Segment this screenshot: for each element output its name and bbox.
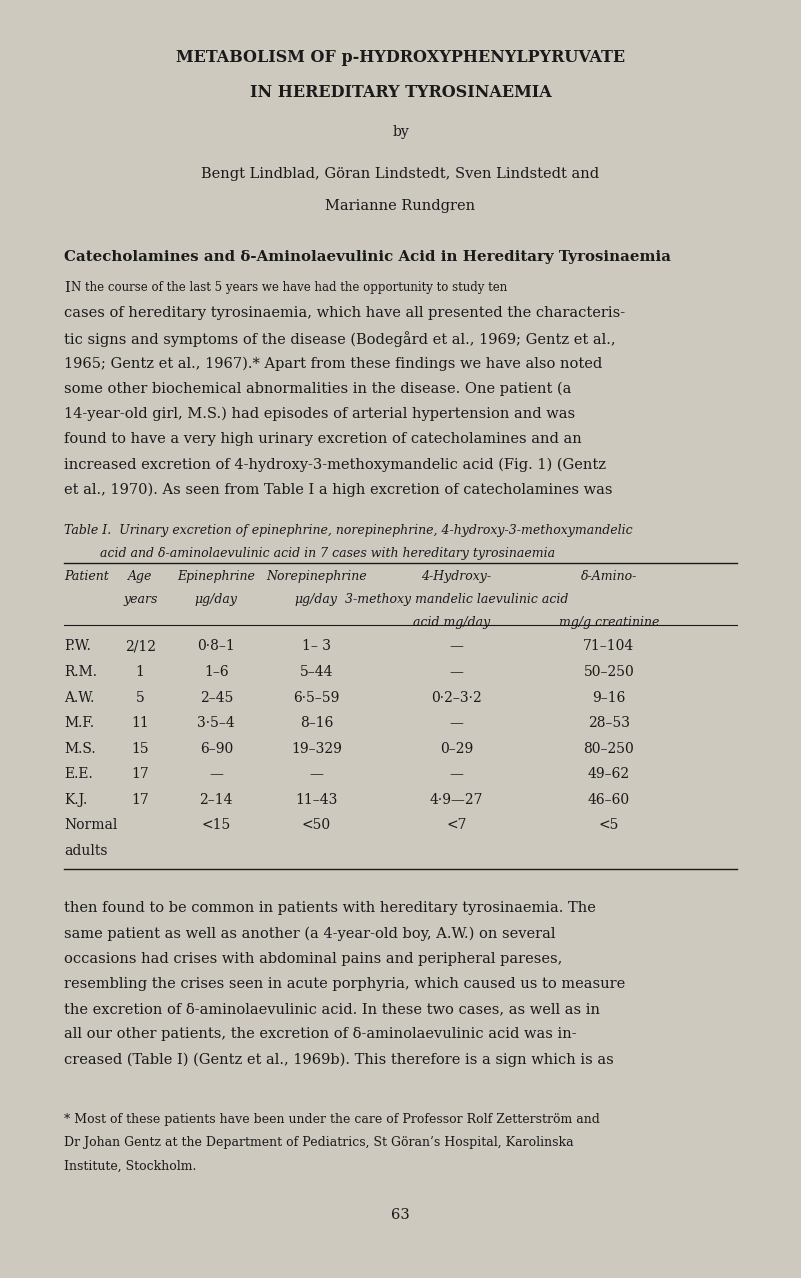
Text: same patient as well as another (a 4-year-old boy, A.W.) on several: same patient as well as another (a 4-yea…: [64, 927, 556, 941]
Text: I: I: [64, 281, 70, 295]
Text: 5: 5: [136, 690, 144, 704]
Text: the excretion of δ-aminolaevulinic acid. In these two cases, as well as in: the excretion of δ-aminolaevulinic acid.…: [64, 1002, 600, 1016]
Text: Dr Johan Gentz at the Department of Pediatrics, St Göran’s Hospital, Karolinska: Dr Johan Gentz at the Department of Pedi…: [64, 1136, 574, 1149]
Text: 3·5–4: 3·5–4: [197, 716, 235, 730]
Text: METABOLISM OF p-HYDROXYPHENYLPYRUVATE: METABOLISM OF p-HYDROXYPHENYLPYRUVATE: [176, 49, 625, 65]
Text: N the course of the last 5 years we have had the opportunity to study ten: N the course of the last 5 years we have…: [70, 281, 507, 294]
Text: 46–60: 46–60: [588, 792, 630, 806]
Text: 6–90: 6–90: [199, 741, 233, 755]
Text: increased excretion of 4-hydroxy-3-methoxymandelic acid (Fig. 1) (Gentz: increased excretion of 4-hydroxy-3-metho…: [64, 458, 606, 472]
Text: <5: <5: [598, 818, 619, 832]
Text: 1– 3: 1– 3: [302, 639, 331, 653]
Text: 1965; Gentz et al., 1967).* Apart from these findings we have also noted: 1965; Gentz et al., 1967).* Apart from t…: [64, 357, 602, 371]
Text: μg/day: μg/day: [195, 593, 238, 606]
Text: R.M.: R.M.: [64, 665, 97, 679]
Text: mg/g creatinine: mg/g creatinine: [558, 616, 659, 629]
Text: 1–6: 1–6: [204, 665, 228, 679]
Text: 14-year-old girl, M.S.) had episodes of arterial hypertension and was: 14-year-old girl, M.S.) had episodes of …: [64, 408, 575, 422]
Text: 17: 17: [131, 792, 149, 806]
Text: IN HEREDITARY TYROSINAEMIA: IN HEREDITARY TYROSINAEMIA: [250, 84, 551, 101]
Text: Bengt Lindblad, Göran Lindstedt, Sven Lindstedt and: Bengt Lindblad, Göran Lindstedt, Sven Li…: [201, 167, 600, 181]
Text: 50–250: 50–250: [583, 665, 634, 679]
Text: —: —: [449, 716, 464, 730]
Text: 4·9—27: 4·9—27: [430, 792, 483, 806]
Text: 15: 15: [131, 741, 149, 755]
Text: 9–16: 9–16: [592, 690, 626, 704]
Text: Epinephrine: Epinephrine: [177, 570, 256, 583]
Text: 19–329: 19–329: [291, 741, 342, 755]
Text: 63: 63: [391, 1208, 410, 1222]
Text: A.W.: A.W.: [64, 690, 95, 704]
Text: 28–53: 28–53: [588, 716, 630, 730]
Text: et al., 1970). As seen from Table I a high excretion of catecholamines was: et al., 1970). As seen from Table I a hi…: [64, 483, 613, 497]
Text: M.S.: M.S.: [64, 741, 95, 755]
Text: 11: 11: [131, 716, 149, 730]
Text: Patient: Patient: [64, 570, 109, 583]
Text: 8–16: 8–16: [300, 716, 333, 730]
Text: 11–43: 11–43: [296, 792, 337, 806]
Text: acid mg/day: acid mg/day: [413, 616, 489, 629]
Text: some other biochemical abnormalities in the disease. One patient (a: some other biochemical abnormalities in …: [64, 382, 571, 396]
Text: —: —: [209, 767, 223, 781]
Text: <7: <7: [446, 818, 467, 832]
Text: 2/12: 2/12: [125, 639, 155, 653]
Text: Catecholamines and δ-Aminolaevulinic Acid in Hereditary Tyrosinaemia: Catecholamines and δ-Aminolaevulinic Aci…: [64, 250, 671, 265]
Text: Normal: Normal: [64, 818, 118, 832]
Text: acid and δ-aminolaevulinic acid in 7 cases with hereditary tyrosinaemia: acid and δ-aminolaevulinic acid in 7 cas…: [64, 547, 555, 560]
Text: μg/day: μg/day: [295, 593, 338, 606]
Text: years: years: [123, 593, 157, 606]
Text: found to have a very high urinary excretion of catecholamines and an: found to have a very high urinary excret…: [64, 432, 582, 446]
Text: then found to be common in patients with hereditary tyrosinaemia. The: then found to be common in patients with…: [64, 901, 596, 915]
Text: resembling the crises seen in acute porphyria, which caused us to measure: resembling the crises seen in acute porp…: [64, 976, 626, 990]
Text: 3-methoxy mandelic laevulinic acid: 3-methoxy mandelic laevulinic acid: [345, 593, 568, 606]
Text: 0–29: 0–29: [440, 741, 473, 755]
Text: 71–104: 71–104: [583, 639, 634, 653]
Text: <15: <15: [202, 818, 231, 832]
Text: Norepinephrine: Norepinephrine: [266, 570, 367, 583]
Text: all our other patients, the excretion of δ-aminolaevulinic acid was in-: all our other patients, the excretion of…: [64, 1028, 577, 1042]
Text: 5–44: 5–44: [300, 665, 333, 679]
Text: tic signs and symptoms of the disease (Bodegård et al., 1969; Gentz et al.,: tic signs and symptoms of the disease (B…: [64, 331, 616, 348]
Text: creased (Table I) (Gentz et al., 1969b). This therefore is a sign which is as: creased (Table I) (Gentz et al., 1969b).…: [64, 1053, 614, 1067]
Text: —: —: [449, 665, 464, 679]
Text: K.J.: K.J.: [64, 792, 87, 806]
Text: 6·5–59: 6·5–59: [293, 690, 340, 704]
Text: 4-Hydroxy-: 4-Hydroxy-: [421, 570, 492, 583]
Text: 2–14: 2–14: [199, 792, 233, 806]
Text: <50: <50: [302, 818, 331, 832]
Text: —: —: [449, 639, 464, 653]
Text: P.W.: P.W.: [64, 639, 91, 653]
Text: —: —: [449, 767, 464, 781]
Text: Table I.  Urinary excretion of epinephrine, norepinephrine, 4-hydroxy-3-methoxym: Table I. Urinary excretion of epinephrin…: [64, 524, 633, 537]
Text: 0·2–3·2: 0·2–3·2: [431, 690, 482, 704]
Text: E.E.: E.E.: [64, 767, 93, 781]
Text: δ-Amino-: δ-Amino-: [581, 570, 637, 583]
Text: Age: Age: [128, 570, 152, 583]
Text: 17: 17: [131, 767, 149, 781]
Text: * Most of these patients have been under the care of Professor Rolf Zetterström : * Most of these patients have been under…: [64, 1113, 600, 1126]
Text: Institute, Stockholm.: Institute, Stockholm.: [64, 1159, 196, 1172]
Text: 80–250: 80–250: [583, 741, 634, 755]
Text: Marianne Rundgren: Marianne Rundgren: [325, 199, 476, 213]
Text: cases of hereditary tyrosinaemia, which have all presented the characteris-: cases of hereditary tyrosinaemia, which …: [64, 307, 626, 321]
Text: 2–45: 2–45: [199, 690, 233, 704]
Text: by: by: [392, 125, 409, 139]
Text: adults: adults: [64, 843, 107, 858]
Text: M.F.: M.F.: [64, 716, 95, 730]
Text: 1: 1: [135, 665, 145, 679]
Text: 0·8–1: 0·8–1: [197, 639, 235, 653]
Text: —: —: [309, 767, 324, 781]
Text: 49–62: 49–62: [588, 767, 630, 781]
Text: occasions had crises with abdominal pains and peripheral pareses,: occasions had crises with abdominal pain…: [64, 952, 562, 966]
